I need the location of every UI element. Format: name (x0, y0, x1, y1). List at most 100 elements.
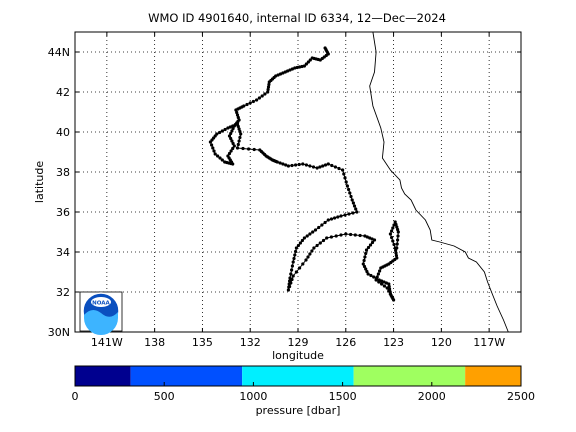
profile-point (301, 162, 305, 166)
profile-point (255, 98, 259, 102)
profile-point (382, 280, 386, 284)
profile-point (238, 135, 242, 140)
profile-point (310, 56, 314, 60)
profile-point (308, 252, 312, 256)
profile-point (312, 246, 316, 250)
x-tick-label: 138 (144, 336, 165, 349)
profile-point (333, 216, 337, 220)
profile-point (308, 58, 312, 62)
profile-point (239, 132, 243, 136)
profile-point (387, 289, 391, 293)
profile-point (349, 232, 353, 237)
profile-point (343, 176, 347, 180)
profile-point (236, 142, 240, 147)
profile-point (311, 230, 315, 234)
profile-point (220, 158, 224, 162)
profile-point (294, 270, 298, 274)
profile-point (294, 246, 298, 250)
profile-point (351, 201, 355, 205)
profile-point (218, 130, 222, 135)
profile-point (231, 141, 235, 146)
profile-point (361, 262, 365, 266)
colorbar-segments (75, 366, 521, 386)
profile-point (394, 222, 398, 227)
profile-point (326, 218, 330, 222)
profile-point (376, 272, 380, 276)
map-background (75, 32, 521, 332)
x-axis-ticks: 141W 138 135 132 129 126 123 120 117W (91, 32, 505, 349)
colorbar-ticks: 0 500 1000 1500 2000 2500 (72, 382, 535, 403)
profile-point (350, 198, 354, 202)
profile-point (241, 146, 245, 151)
profile-point (323, 220, 327, 225)
colorbar-tick-label: 2500 (507, 390, 535, 403)
profile-point (311, 165, 316, 169)
profile-point (321, 238, 326, 243)
profile-point (325, 236, 329, 240)
map-plot-area: 141W 138 135 132 129 126 123 120 117W 30N3234363… (48, 31, 522, 349)
profile-point (337, 166, 341, 171)
colorbar-segment (465, 366, 521, 386)
profile-point (395, 242, 399, 246)
profile-point (304, 258, 308, 262)
profile-point (370, 240, 375, 245)
profile-point (333, 165, 337, 169)
profile-point (362, 258, 366, 263)
profile-point (391, 239, 395, 243)
profile-point (347, 212, 351, 216)
profile-point (276, 73, 280, 77)
profile-point (278, 72, 283, 76)
profile-point (354, 207, 358, 211)
profile-point (306, 60, 310, 64)
profile-point (231, 124, 235, 128)
x-tick-label: 129 (288, 336, 309, 349)
profile-point (391, 226, 395, 230)
profile-point (252, 147, 256, 152)
profile-point (342, 172, 346, 176)
profile-point (235, 122, 240, 126)
profile-point (313, 228, 318, 232)
y-tick-label: 36 (56, 206, 70, 219)
profile-point (343, 213, 347, 217)
profile-point (315, 166, 319, 170)
profile-point (353, 233, 357, 237)
profile-point (228, 125, 232, 129)
profile-point (300, 64, 304, 69)
profile-point (286, 164, 290, 168)
profile-point (385, 286, 389, 290)
profile-point (329, 235, 333, 239)
profile-point (370, 237, 374, 241)
profile-point (266, 87, 270, 92)
profile-point (223, 160, 227, 164)
colorbar-tick-label: 500 (154, 390, 175, 403)
profile-point (334, 234, 338, 238)
profile-point (213, 152, 217, 156)
profile-point (300, 238, 304, 243)
y-tick-label: 32 (56, 286, 70, 299)
profile-point (377, 280, 381, 284)
profile-point (372, 238, 377, 242)
profile-point (394, 248, 398, 253)
profile-point (336, 215, 340, 219)
profile-point (288, 68, 292, 72)
profile-point (215, 132, 219, 136)
profile-point (358, 233, 362, 238)
y-tick-label: 44N (48, 46, 70, 59)
profile-point (211, 146, 215, 150)
profile-point (382, 284, 386, 288)
profile-point (247, 147, 251, 151)
profile-point (380, 282, 384, 286)
profile-point (396, 238, 400, 242)
profile-point (251, 99, 255, 104)
x-tick-label: 120 (431, 336, 452, 349)
profile-point (320, 223, 324, 227)
profile-point (266, 85, 271, 89)
profile-point (396, 230, 400, 234)
profile-point (231, 146, 235, 151)
profile-point (305, 234, 309, 238)
profile-point (351, 211, 355, 215)
profile-point (301, 262, 305, 266)
pressure-colorbar: 0 500 1000 1500 2000 2500 pressure [dbar] (72, 365, 535, 417)
profile-point (227, 134, 232, 138)
